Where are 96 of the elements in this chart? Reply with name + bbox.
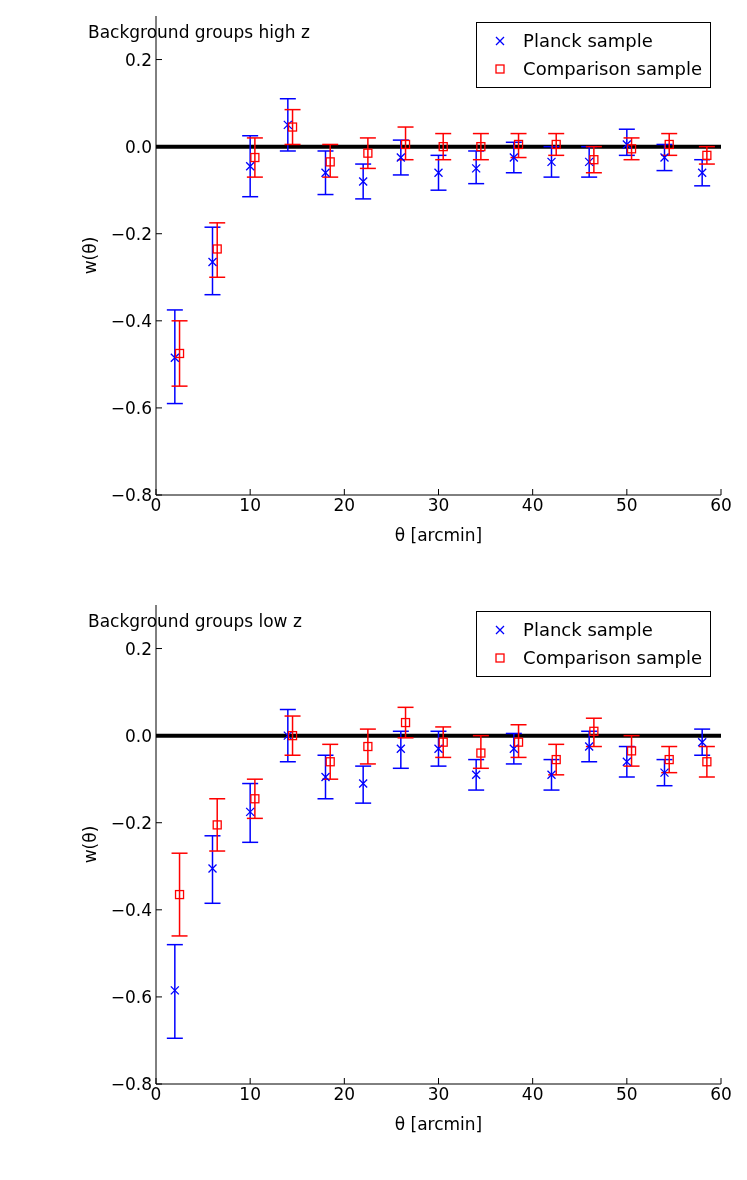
- x-tick-label: 60: [710, 495, 732, 516]
- point: [433, 744, 444, 754]
- x-tick-label: 50: [616, 1084, 638, 1105]
- x-axis-title: θ [arcmin]: [394, 1114, 483, 1134]
- x-tick-label: 0: [150, 495, 162, 516]
- point: [702, 757, 712, 767]
- point: [212, 820, 222, 830]
- point: [659, 768, 670, 778]
- point: [509, 744, 519, 754]
- point: [325, 157, 335, 167]
- x-tick-label: 10: [239, 1084, 261, 1105]
- x-tick-label: 60: [710, 1084, 732, 1105]
- point: [513, 737, 524, 747]
- point: [170, 985, 180, 996]
- chart-title: Background groups low z: [88, 611, 302, 631]
- point: [622, 139, 632, 150]
- x-tick-label: 40: [521, 1084, 544, 1105]
- point: [283, 730, 293, 741]
- point: [207, 863, 218, 874]
- point: [546, 157, 557, 167]
- y-tick-label: −0.6: [110, 397, 152, 418]
- point: [584, 157, 594, 167]
- point: [476, 748, 486, 758]
- point: [174, 348, 185, 359]
- point: [697, 737, 707, 747]
- point: [584, 741, 594, 752]
- x-tick-label: 50: [616, 495, 638, 516]
- point: [325, 757, 335, 767]
- point: [245, 807, 255, 817]
- point: [396, 152, 406, 163]
- x-tick-label: 30: [427, 1084, 450, 1105]
- x-axis-title: θ [arcmin]: [394, 525, 483, 545]
- y-tick-label: 0.0: [124, 725, 152, 746]
- y-tick-label: 0.2: [124, 49, 152, 70]
- point: [400, 139, 411, 150]
- point: [513, 139, 524, 150]
- x-tick-label: 20: [333, 495, 356, 516]
- x-tick-label: 20: [333, 1084, 356, 1105]
- point: [358, 176, 368, 187]
- point: [471, 163, 481, 174]
- point: [433, 168, 444, 178]
- x-tick-label: 10: [239, 495, 261, 516]
- y-tick-label: −0.4: [110, 899, 152, 920]
- point: [207, 257, 218, 267]
- point: [287, 122, 298, 132]
- x-tick-label: 30: [427, 495, 450, 516]
- legend-label: Comparison sample: [523, 646, 702, 670]
- y-tick-label: −0.6: [110, 986, 152, 1007]
- point: [250, 152, 260, 163]
- point: [626, 746, 637, 756]
- y-axis-title: w(θ): [80, 236, 101, 275]
- point: [174, 889, 185, 900]
- point: [626, 144, 637, 154]
- point: [664, 754, 674, 765]
- y-tick-label: −0.8: [110, 485, 152, 506]
- legend-label: Planck sample: [523, 618, 653, 642]
- point: [509, 152, 519, 163]
- y-tick-label: −0.2: [110, 812, 152, 833]
- point: [250, 794, 260, 804]
- point: [170, 353, 180, 363]
- point: [476, 141, 486, 152]
- point: [400, 717, 411, 728]
- point: [589, 726, 599, 736]
- legend-label: Comparison sample: [523, 57, 702, 81]
- point: [702, 150, 712, 160]
- point: [659, 152, 670, 163]
- y-tick-label: −0.2: [110, 223, 152, 244]
- x-tick-label: 0: [150, 1084, 162, 1105]
- y-tick-label: 0.0: [124, 136, 152, 157]
- point: [396, 744, 406, 754]
- point: [320, 772, 331, 782]
- y-axis-title: w(θ): [80, 825, 101, 864]
- point: [438, 141, 448, 152]
- chart-title: Background groups high z: [88, 22, 310, 42]
- point: [283, 120, 293, 130]
- point: [471, 770, 481, 780]
- point: [551, 139, 561, 150]
- point: [664, 139, 674, 150]
- point: [287, 730, 298, 741]
- point: [363, 148, 373, 158]
- point: [212, 244, 222, 254]
- y-tick-label: −0.4: [110, 310, 152, 331]
- point: [363, 741, 373, 752]
- point: [697, 168, 707, 178]
- y-tick-label: 0.2: [124, 638, 152, 659]
- point: [245, 161, 255, 171]
- point: [546, 770, 557, 780]
- y-tick-label: −0.8: [110, 1074, 152, 1095]
- point: [551, 754, 561, 765]
- point: [589, 155, 599, 165]
- point: [438, 737, 448, 747]
- point: [320, 168, 331, 178]
- point: [622, 757, 632, 767]
- x-tick-label: 40: [521, 495, 544, 516]
- legend-label: Planck sample: [523, 29, 653, 53]
- point: [358, 778, 368, 789]
